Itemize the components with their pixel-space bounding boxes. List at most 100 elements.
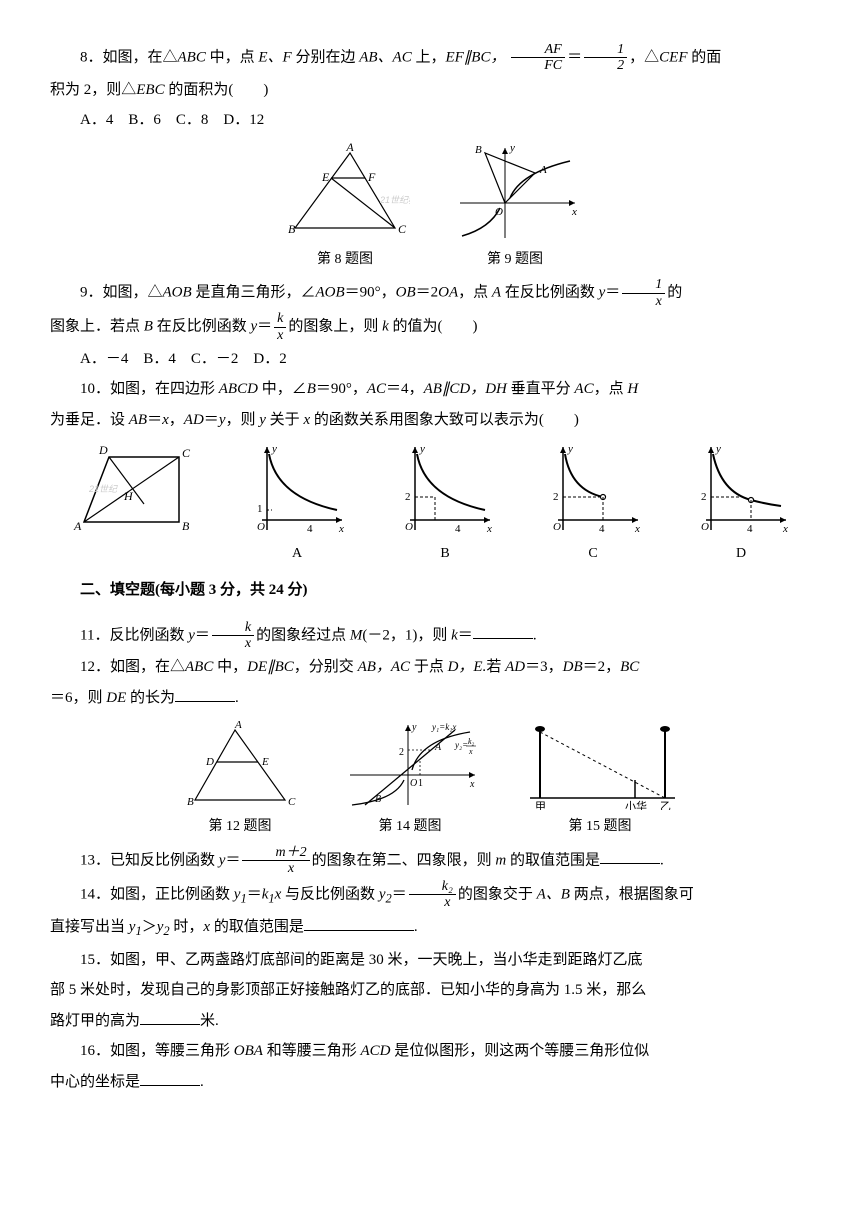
q15-line3: 路灯甲的高为米. (50, 1007, 810, 1036)
svg-text:4: 4 (307, 523, 313, 535)
den: x (409, 895, 456, 910)
t: 的图象经过点 (256, 627, 350, 643)
q10-figures: D C H A B 21世纪 1 O 4 x y A 2 (50, 442, 810, 568)
num: AF (511, 42, 565, 58)
abc: ABC (185, 659, 213, 675)
svg-text:B: B (288, 222, 296, 236)
section2-title: 二、填空题(每小题 3 分，共 24 分) (50, 576, 810, 605)
triangle-efbc-diagram: A B C E F 21世纪教育 (280, 143, 410, 243)
eq: ＝ (195, 627, 210, 643)
svg-text:O: O (410, 778, 417, 789)
t: ＝2 (416, 285, 439, 301)
q12-figure: A B C D E 第 12 题图 (180, 720, 300, 841)
graph-b: 2 O 4 x y (395, 442, 495, 537)
svg-text:C: C (182, 446, 191, 460)
x: x (162, 412, 169, 428)
ab: AB，AC (358, 659, 411, 675)
t: 的面 (688, 49, 722, 65)
den: 2 (584, 58, 627, 73)
aob: AOB (163, 285, 192, 301)
q15-line1: 15．如图，甲、乙两盏路灯底部间的距离是 30 米，一天晚上，当小华走到距路灯乙… (50, 946, 810, 975)
q15-figure: 甲 小华 乙 第 15 题图 (520, 720, 680, 841)
den: x (274, 328, 286, 343)
c: ， (169, 412, 184, 428)
svg-text:B: B (187, 796, 194, 808)
svg-text:H: H (123, 489, 134, 503)
svg-text:A: A (234, 720, 242, 731)
t: 分别在边 (292, 49, 360, 65)
svg-text:21世纪: 21世纪 (88, 484, 118, 494)
t: 为垂足．设 (50, 412, 129, 428)
aob2: AOB (315, 285, 344, 301)
eq: ＝ (147, 412, 162, 428)
q16-line2: 中心的坐标是. (50, 1068, 810, 1097)
t: 路灯甲的高为 (50, 1013, 140, 1029)
svg-text:y: y (715, 443, 721, 455)
svg-text:1: 1 (257, 503, 263, 515)
bc: BC (620, 659, 639, 675)
blank (175, 686, 235, 702)
p: . (660, 852, 664, 868)
num: k₂ (409, 879, 456, 895)
opt-label: D (691, 541, 791, 568)
quadrilateral-diagram: D C H A B 21世纪 (69, 442, 199, 537)
q10-line2: 为垂足．设 AB＝x，AD＝y，则 y 关于 x 的函数关系用图象大致可以表示为… (50, 406, 810, 435)
svg-text:O: O (257, 521, 265, 533)
q14-line2: 直接写出当 y1＞y2 时，x 的取值范围是. (50, 913, 810, 944)
svg-text:A: A (539, 164, 547, 176)
opt-label: A (247, 541, 347, 568)
b: B (144, 318, 153, 334)
cef: CEF (659, 49, 687, 65)
t: 中， (213, 659, 247, 675)
blank (473, 623, 533, 639)
t: ＝90°， (316, 381, 367, 397)
t: 的取值范围是 (210, 919, 304, 935)
ef: E、F (258, 49, 291, 65)
t: (－2，1)，则 (362, 627, 451, 643)
q12-line2: ＝6，则 DE 的长为. (50, 684, 810, 713)
gt: ＞ (142, 919, 157, 935)
t: 11．反比例函数 (80, 627, 188, 643)
svg-text:乙: 乙 (660, 800, 671, 810)
svg-text:B: B (475, 144, 482, 156)
svg-text:B: B (375, 794, 381, 805)
t: ＝6，则 (50, 690, 106, 706)
t: 8．如图，在△ (80, 49, 178, 65)
fraction: m＋2x (242, 845, 309, 877)
q15-line2: 部 5 米处时，发现自己的身影顶部正好接触路灯乙的底部．已知小华的身高为 1.5… (50, 976, 810, 1005)
t: 9．如图，△ (80, 285, 163, 301)
ac2: AC (574, 381, 593, 397)
caption: 第 14 题图 (340, 814, 480, 841)
t: ，则 (225, 412, 259, 428)
graph-c: 2 O 4 x y (543, 442, 643, 537)
q8-q9-figures: A B C E F 21世纪教育 第 8 题图 y x O A B 第 9 题图 (50, 143, 810, 274)
svg-text:2: 2 (399, 747, 404, 758)
t: 中，∠ (258, 381, 307, 397)
svg-text:2: 2 (405, 491, 411, 503)
svg-text:4: 4 (747, 523, 753, 535)
num: m＋2 (242, 845, 309, 861)
den: x (212, 636, 254, 651)
fraction: 1x (622, 277, 665, 309)
eq: ＝ (257, 318, 272, 334)
t: 上， (412, 49, 446, 65)
t: ，分别交 (294, 659, 358, 675)
t: 在反比例函数 (153, 318, 251, 334)
t: 和等腰三角形 (263, 1043, 361, 1059)
fraction: 12 (584, 42, 627, 74)
svg-text:x: x (338, 523, 344, 535)
svg-text:2: 2 (701, 491, 707, 503)
svg-text:2: 2 (553, 491, 559, 503)
q14-line1: 14．如图，正比例函数 y1＝k1x 与反比例函数 y2＝k₂x的图象交于 A、… (50, 879, 810, 911)
t: 的值为( ) (389, 318, 478, 334)
q10-optA-figure: 1 O 4 x y A (247, 442, 347, 568)
fraction: kx (274, 311, 286, 343)
svg-text:x: x (782, 523, 788, 535)
t: 关于 (266, 412, 304, 428)
num: 1 (622, 277, 665, 293)
svg-text:y: y (509, 143, 515, 154)
blank (600, 848, 660, 864)
y: y (188, 627, 195, 643)
svg-text:A: A (434, 742, 442, 753)
eq: ＝ (567, 49, 582, 65)
